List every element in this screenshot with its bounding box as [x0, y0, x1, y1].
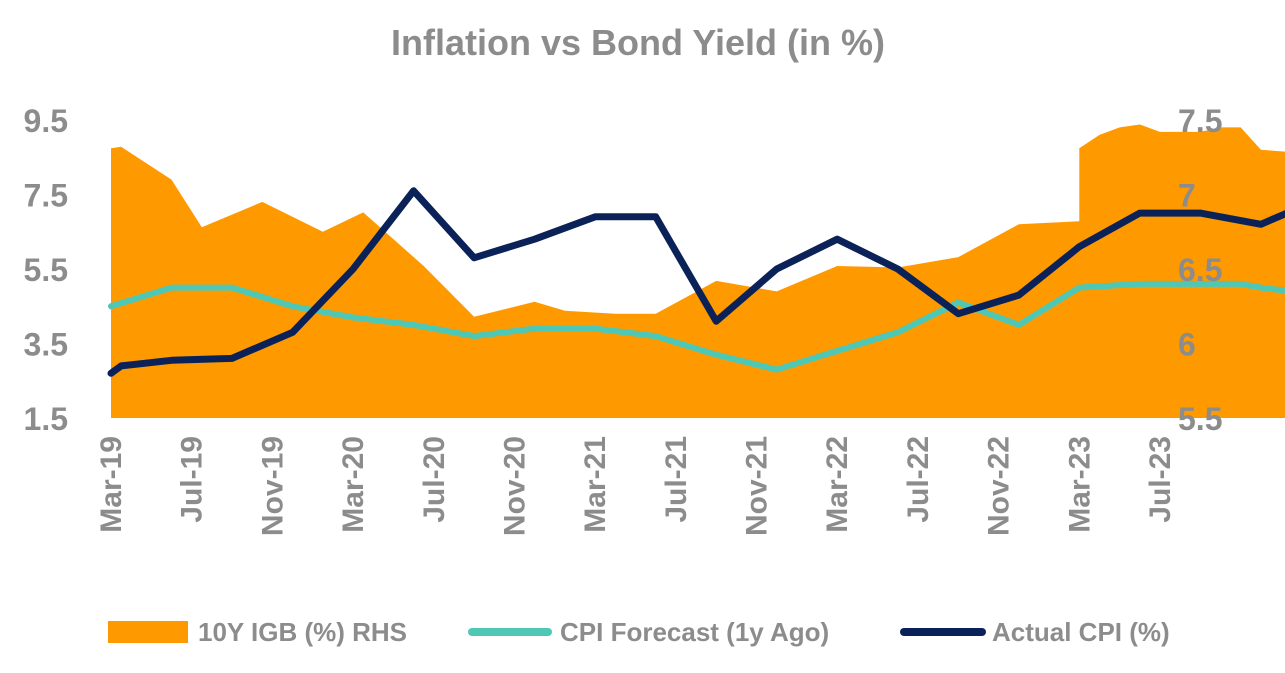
legend-label-actual-cpi: Actual CPI (%): [992, 617, 1170, 647]
x-tick-label: Nov-20: [499, 436, 532, 536]
legend-label-igb: 10Y IGB (%) RHS: [198, 617, 407, 647]
plot-area: [107, 124, 1285, 418]
line-series-actual-cpi: [107, 187, 1285, 377]
legend-swatch-igb: [108, 621, 188, 643]
x-tick-label: Jul-22: [902, 436, 935, 523]
left-tick-label: 1.5: [24, 401, 68, 437]
right-tick-label: 7.5: [1178, 103, 1222, 139]
x-tick-label: Jul-20: [418, 436, 451, 523]
left-tick-label: 5.5: [24, 252, 68, 288]
x-tick-label: Nov-19: [256, 436, 289, 536]
left-tick-label: 9.5: [24, 103, 68, 139]
x-tick-label: Mar-22: [821, 436, 854, 533]
right-tick-label: 7: [1178, 178, 1196, 214]
x-tick-label: Jul-23: [1144, 436, 1177, 523]
legend-label-cpi-forecast: CPI Forecast (1y Ago): [560, 617, 829, 647]
right-tick-label: 5.5: [1178, 401, 1222, 437]
x-tick-label: Jul-19: [176, 436, 209, 523]
line-series-cpi-forecast: [108, 280, 1285, 373]
x-tick-label: Mar-21: [579, 436, 612, 533]
x-tick-label: Nov-22: [983, 436, 1016, 536]
x-tick-label: Jul-21: [660, 436, 693, 523]
x-axis-ticks: Mar-19 Jul-19 Nov-19 Mar-20 Jul-20 Nov-20 Mar-…: [95, 436, 1177, 536]
x-tick-label: Mar-20: [337, 436, 370, 533]
left-tick-label: 7.5: [24, 178, 68, 214]
right-tick-label: 6.5: [1178, 252, 1222, 288]
right-axis-ticks: 7.5 7 6.5 6 5.5: [1178, 103, 1222, 437]
left-tick-label: 3.5: [24, 327, 68, 363]
chart-title: Inflation vs Bond Yield (in %): [391, 22, 885, 63]
x-tick-label: Mar-19: [95, 436, 128, 533]
area-series-10y-igb: [111, 124, 1285, 418]
right-tick-label: 6: [1178, 327, 1196, 363]
x-tick-label: Mar-23: [1063, 436, 1096, 533]
x-tick-label: Nov-21: [741, 436, 774, 536]
legend: 10Y IGB (%) RHS CPI Forecast (1y Ago) Actu…: [108, 617, 1170, 647]
left-axis-ticks: 9.5 7.5 5.5 3.5 1.5: [24, 103, 68, 437]
